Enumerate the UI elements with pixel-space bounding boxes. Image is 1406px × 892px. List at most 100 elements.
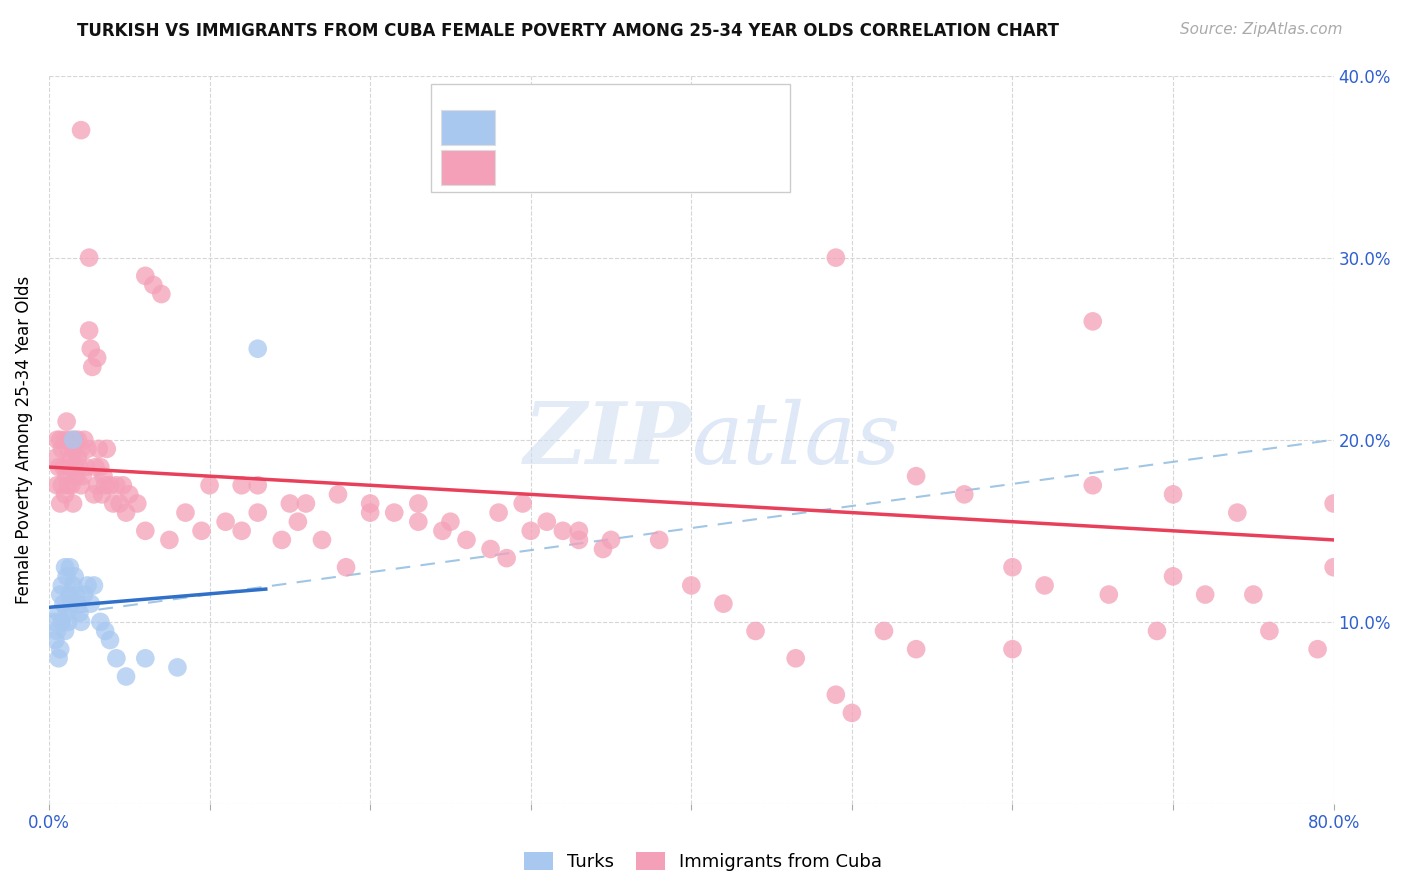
Point xyxy=(488,506,510,520)
Point xyxy=(536,515,558,529)
Point xyxy=(55,606,77,620)
Point xyxy=(432,524,454,538)
Point xyxy=(905,642,928,657)
Point xyxy=(873,624,896,638)
Text: TURKISH VS IMMIGRANTS FROM CUBA FEMALE POVERTY AMONG 25-34 YEAR OLDS CORRELATION: TURKISH VS IMMIGRANTS FROM CUBA FEMALE P… xyxy=(77,22,1059,40)
Point xyxy=(51,578,73,592)
Point xyxy=(408,515,430,529)
Point xyxy=(519,524,541,538)
Point xyxy=(785,651,807,665)
Point xyxy=(80,597,103,611)
Point xyxy=(270,533,292,547)
Point xyxy=(824,251,846,265)
Point xyxy=(105,651,128,665)
Point xyxy=(198,478,221,492)
Point xyxy=(66,450,89,465)
Point xyxy=(1161,569,1184,583)
Point xyxy=(1306,642,1329,657)
Text: N =: N = xyxy=(652,150,693,169)
Point xyxy=(51,615,73,629)
Point xyxy=(53,487,76,501)
Point xyxy=(75,460,97,475)
Point xyxy=(82,359,104,374)
Point xyxy=(70,442,93,456)
Point xyxy=(62,578,84,592)
Point xyxy=(744,624,766,638)
Point xyxy=(495,551,517,566)
Point xyxy=(150,287,173,301)
Point xyxy=(53,433,76,447)
Point xyxy=(1258,624,1281,638)
Point xyxy=(46,433,69,447)
Point xyxy=(60,478,83,492)
Point xyxy=(96,442,118,456)
Point xyxy=(89,615,111,629)
Point xyxy=(62,496,84,510)
Point xyxy=(77,323,100,337)
Point xyxy=(134,268,156,283)
Point xyxy=(59,560,82,574)
Point xyxy=(63,433,86,447)
Point xyxy=(1001,560,1024,574)
Point xyxy=(278,496,301,510)
Point xyxy=(46,624,69,638)
Point xyxy=(681,578,703,592)
Point xyxy=(551,524,574,538)
Point xyxy=(89,460,111,475)
Point xyxy=(46,478,69,492)
Point xyxy=(49,433,72,447)
Point xyxy=(190,524,212,538)
Point xyxy=(1323,560,1346,574)
Text: Source: ZipAtlas.com: Source: ZipAtlas.com xyxy=(1180,22,1343,37)
Point xyxy=(568,524,591,538)
Point xyxy=(59,460,82,475)
Legend: Turks, Immigrants from Cuba: Turks, Immigrants from Cuba xyxy=(516,845,890,879)
Point xyxy=(134,524,156,538)
Point xyxy=(65,469,87,483)
Point xyxy=(77,251,100,265)
Point xyxy=(59,588,82,602)
Point xyxy=(103,496,125,510)
Point xyxy=(1146,624,1168,638)
Point xyxy=(246,478,269,492)
Point xyxy=(1323,496,1346,510)
Point xyxy=(42,615,65,629)
Point xyxy=(1194,588,1216,602)
Point xyxy=(94,478,117,492)
Point xyxy=(70,478,93,492)
Point xyxy=(91,487,114,501)
Point xyxy=(456,533,478,547)
Text: 123: 123 xyxy=(710,150,745,169)
Point xyxy=(246,342,269,356)
Point xyxy=(83,578,105,592)
Point xyxy=(62,442,84,456)
Point xyxy=(58,442,80,456)
Point xyxy=(52,460,75,475)
Point xyxy=(49,496,72,510)
Point xyxy=(63,569,86,583)
Point xyxy=(439,515,461,529)
Point xyxy=(231,478,253,492)
Point xyxy=(295,496,318,510)
Text: N =: N = xyxy=(652,111,693,128)
Point xyxy=(311,533,333,547)
Point xyxy=(86,351,108,365)
Point xyxy=(69,460,91,475)
Point xyxy=(70,123,93,137)
Point xyxy=(58,478,80,492)
Point xyxy=(841,706,863,720)
Text: 0.068: 0.068 xyxy=(567,111,617,128)
Point xyxy=(214,515,236,529)
Point xyxy=(80,342,103,356)
Point xyxy=(246,506,269,520)
Point xyxy=(58,615,80,629)
Point xyxy=(105,478,128,492)
Point xyxy=(48,460,70,475)
Text: R =: R = xyxy=(508,150,547,169)
Point xyxy=(111,478,134,492)
Point xyxy=(72,469,94,483)
Point xyxy=(55,469,77,483)
Point xyxy=(1098,588,1121,602)
Point xyxy=(69,606,91,620)
Point xyxy=(231,524,253,538)
